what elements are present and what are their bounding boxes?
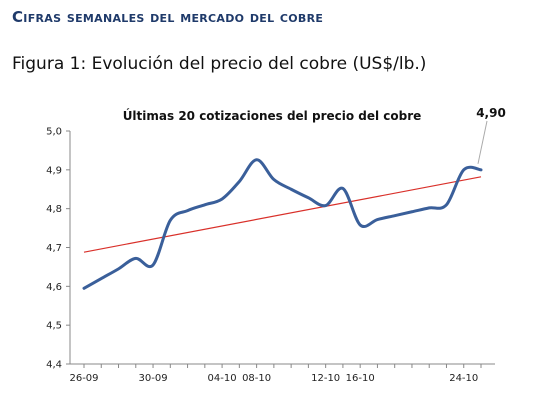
last-value-callout: 4,90 bbox=[476, 106, 506, 164]
x-axis: 26-09 30-09 04-10 08-10 12-10 16-10 24-10 bbox=[69, 363, 495, 384]
copper-price-chart: Últimas 20 cotizaciones del precio del c… bbox=[46, 106, 506, 384]
y-axis: 4,4 4,5 4,6 4,7 4,8 4,9 5,0 bbox=[46, 127, 71, 371]
x-tick-label: 08-10 bbox=[242, 373, 271, 384]
last-value-leader bbox=[477, 120, 488, 164]
x-tick-label: 04-10 bbox=[208, 373, 237, 384]
x-tick-label: 24-10 bbox=[449, 373, 478, 384]
y-tick-label: 4,8 bbox=[46, 204, 62, 215]
x-tick-label: 16-10 bbox=[346, 373, 375, 384]
y-tick-label: 5,0 bbox=[46, 127, 62, 138]
y-tick-label: 4,9 bbox=[46, 165, 62, 176]
figure-caption: Figura 1: Evolución del precio del cobre… bbox=[12, 54, 427, 74]
y-tick-label: 4,4 bbox=[46, 360, 62, 371]
price-series-line bbox=[82, 158, 483, 290]
section-title: Cifras semanales del mercado del cobre bbox=[12, 8, 324, 26]
x-tick-label: 30-09 bbox=[139, 373, 168, 384]
x-tick-label: 12-10 bbox=[311, 373, 340, 384]
last-value-label: 4,90 bbox=[476, 106, 506, 120]
y-tick-label: 4,5 bbox=[46, 321, 62, 332]
trendline bbox=[83, 176, 482, 253]
chart-title: Últimas 20 cotizaciones del precio del c… bbox=[123, 108, 422, 123]
trendline-line bbox=[83, 176, 482, 253]
y-tick-label: 4,6 bbox=[46, 282, 62, 293]
price-series bbox=[82, 158, 483, 290]
x-tick-label: 26-09 bbox=[69, 373, 98, 384]
y-tick-label: 4,7 bbox=[46, 243, 62, 254]
